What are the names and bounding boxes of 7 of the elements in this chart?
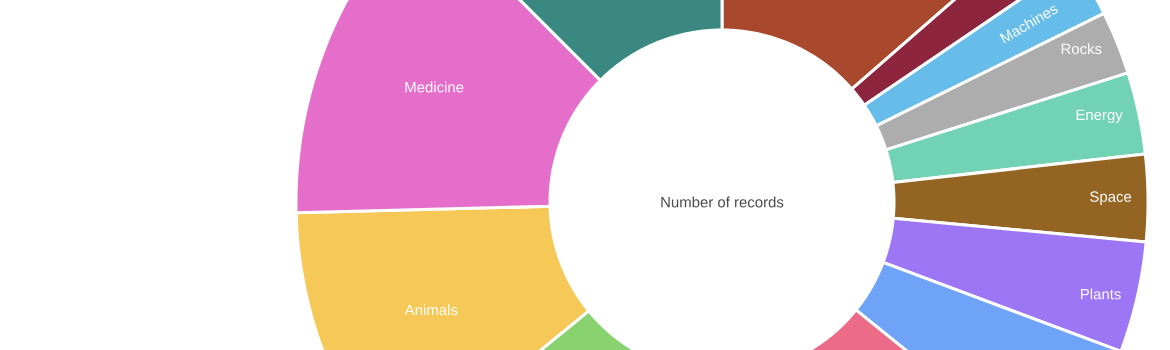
slice-label: Animals	[404, 304, 458, 316]
slice-label: Space	[1090, 191, 1132, 205]
slice-label: Plants	[1081, 288, 1121, 300]
slice-label: Energy	[1076, 109, 1123, 124]
slice-label: Rocks	[1061, 43, 1102, 55]
slice-label: Medicine	[405, 81, 464, 93]
text: Number of records	[661, 196, 784, 208]
